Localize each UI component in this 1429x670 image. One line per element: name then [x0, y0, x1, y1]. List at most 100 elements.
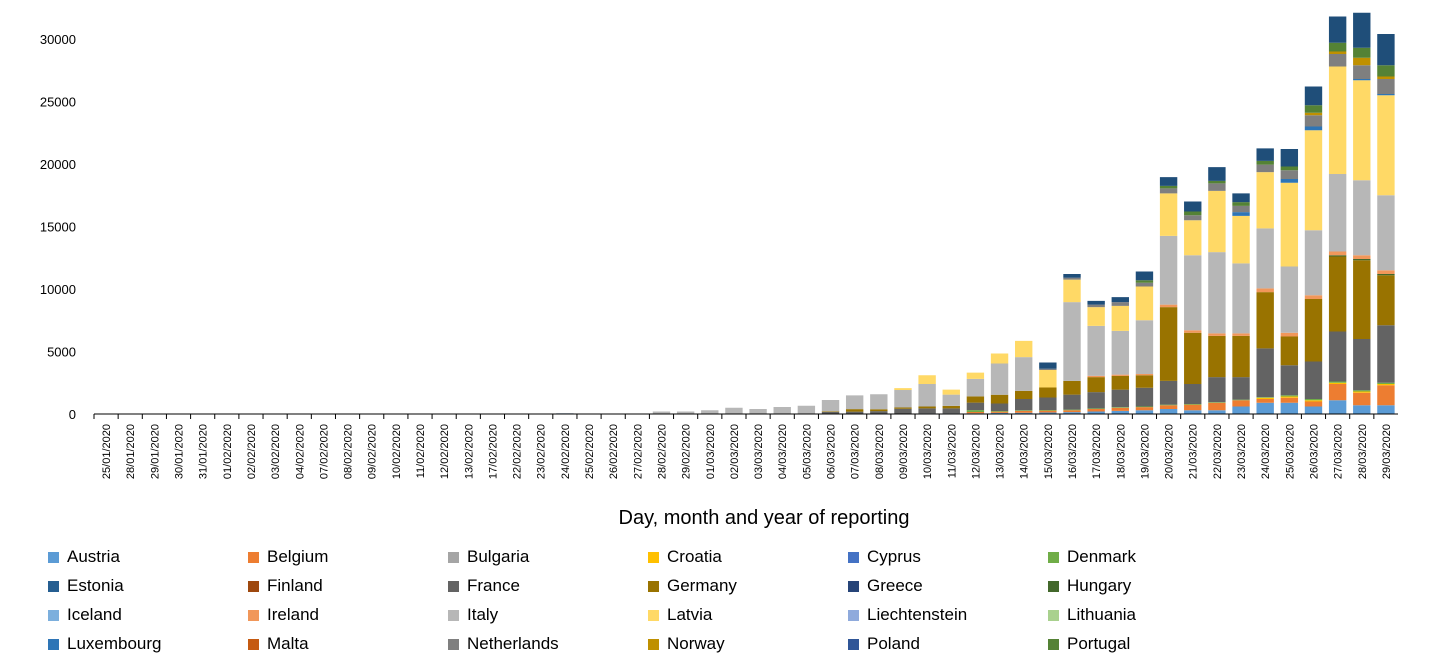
bar-segment [1377, 195, 1395, 271]
bar-segment [1377, 384, 1395, 386]
bar-segment [1159, 409, 1178, 414]
x-tick-label: 11/03/2020 [946, 424, 958, 478]
bar-segment [1015, 399, 1033, 411]
bar-segment [845, 411, 864, 414]
bar-segment [1184, 211, 1202, 216]
bar-segment [1135, 387, 1154, 407]
bar-segment [1328, 16, 1347, 43]
bar-segment [821, 411, 840, 414]
legend-label: Belgium [267, 547, 329, 566]
bar-segment [821, 411, 840, 412]
bar-segment [1184, 215, 1202, 221]
bar-segment [1353, 390, 1371, 392]
bar-segment [1159, 307, 1178, 381]
bar-segment [1377, 76, 1395, 79]
bar-segment [1208, 167, 1226, 181]
bar-segment [1087, 325, 1105, 376]
x-tick-label: 22/03/2020 [1212, 424, 1224, 479]
legend-label: Croatia [667, 547, 722, 566]
bar-segment [1256, 148, 1274, 161]
legend-item: Greece [848, 575, 1048, 597]
bar-segment [1039, 368, 1057, 370]
bar-segment [1304, 126, 1323, 131]
x-tick-label: 08/02/2020 [343, 424, 355, 479]
legend-label: Estonia [67, 576, 124, 595]
legend-item: Croatia [648, 546, 848, 568]
bar-segment [1208, 335, 1226, 378]
legend-swatch [48, 609, 59, 621]
x-tick-label: 17/03/2020 [1091, 424, 1103, 479]
bar-segment [1377, 275, 1395, 326]
x-tick-label: 25/03/2020 [1284, 424, 1296, 479]
bar-segment [1328, 251, 1347, 256]
bar-segment [1159, 188, 1178, 194]
bar-segment [1280, 166, 1299, 171]
bar-segment [1256, 228, 1274, 289]
bar-segment [1208, 180, 1226, 184]
bar-segment [1328, 256, 1347, 332]
x-tick-label: 19/03/2020 [1139, 424, 1151, 479]
legend-item: Germany [648, 575, 848, 597]
bar-segment [1015, 412, 1033, 414]
bar-segment [845, 409, 864, 412]
bar-segment [1280, 149, 1299, 167]
bar-segment [1280, 179, 1299, 183]
bar-segment [1280, 395, 1299, 397]
bar-segment [990, 411, 1009, 413]
x-tick-label: 27/03/2020 [1333, 424, 1345, 479]
bar-segment [1280, 397, 1299, 403]
bar-segment [1232, 400, 1250, 407]
bar-segment [1353, 47, 1371, 58]
bar-segment [966, 402, 985, 411]
bar-segment [1353, 180, 1371, 256]
x-tick-label: 29/01/2020 [149, 424, 161, 479]
legend-item: Finland [248, 575, 448, 597]
bar-segment [1087, 411, 1105, 414]
x-tick-label: 23/03/2020 [1236, 424, 1248, 479]
bar-segment [1087, 377, 1105, 393]
bar-segment [1159, 235, 1178, 305]
bar-segment [1063, 394, 1081, 410]
x-tick-label: 25/02/2020 [584, 424, 596, 479]
legend-swatch [248, 609, 259, 621]
x-tick-label: 07/02/2020 [318, 424, 330, 479]
bar-segment [1208, 190, 1226, 253]
y-tick-label: 5000 [47, 345, 76, 360]
bar-segment [1135, 407, 1154, 411]
x-tick-label: 09/02/2020 [367, 424, 379, 479]
legend-swatch [48, 580, 59, 592]
bar-segment [1063, 279, 1081, 303]
bar-segment [1232, 263, 1250, 334]
x-tick-label: 03/03/2020 [753, 424, 765, 479]
bar-segment [1328, 382, 1347, 384]
bar-segment [1111, 297, 1129, 303]
bar-segment [1159, 304, 1178, 308]
bar-segment [1063, 412, 1081, 415]
legend-item: Cyprus [848, 546, 1048, 568]
bar-segment [1256, 348, 1274, 398]
x-tick-label: 13/02/2020 [463, 424, 475, 479]
bar-segment [918, 384, 936, 407]
legend: Austria Belgium Bulgaria Croatia Cyprus Denma… [48, 546, 1348, 655]
bar-segment [1280, 365, 1299, 396]
x-tick-label: 06/03/2020 [826, 424, 838, 479]
x-tick-label: 20/03/2020 [1164, 424, 1176, 479]
bar-segment [1377, 382, 1395, 384]
bar-segment [1304, 115, 1323, 127]
bar-segment [1208, 402, 1226, 411]
legend-label: Liechtenstein [867, 605, 968, 624]
legend-item: Netherlands [448, 633, 648, 655]
legend-item: Lithuania [1048, 604, 1248, 626]
x-tick-label: 11/02/2020 [415, 424, 427, 478]
legend-item: Poland [848, 633, 1048, 655]
x-tick-label: 02/02/2020 [246, 424, 258, 479]
bar-segment [1039, 410, 1057, 413]
bar-segment [1377, 95, 1395, 196]
bar-segment [1256, 160, 1274, 165]
bar-segment [1353, 405, 1371, 414]
legend-swatch [648, 638, 659, 650]
bar-segment [990, 353, 1009, 364]
y-tick-label: 0 [69, 407, 76, 422]
legend-swatch [48, 638, 59, 650]
bar-segment [1063, 380, 1081, 395]
